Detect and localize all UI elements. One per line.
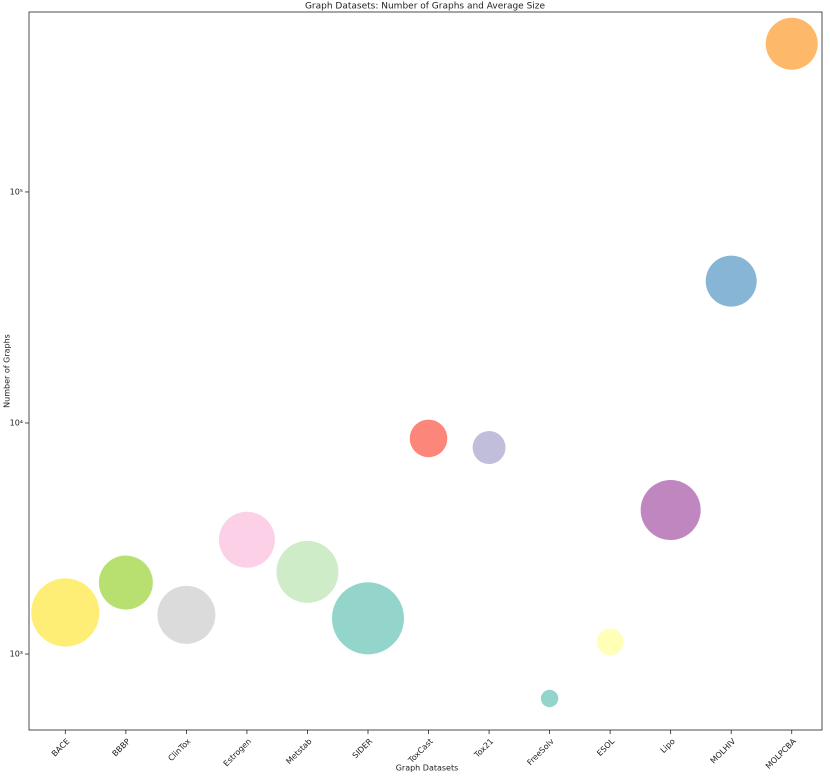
bubble xyxy=(218,511,275,568)
x-tick-label: Lipo xyxy=(659,737,677,755)
bubble xyxy=(705,255,757,307)
bubble xyxy=(409,419,448,458)
x-tick-label: SIDER xyxy=(351,737,375,761)
x-tick-label: Estrogen xyxy=(222,737,253,768)
bubble xyxy=(276,540,339,603)
bubble xyxy=(31,578,100,647)
x-axis-label: Graph Datasets xyxy=(396,764,459,773)
y-tick-label: 10³ xyxy=(10,650,23,659)
bubble xyxy=(472,431,506,465)
y-tick-label: 10⁵ xyxy=(10,187,23,196)
bubble xyxy=(765,17,818,70)
y-tick-label: 10⁴ xyxy=(10,418,23,427)
x-tick-label: MOLPCBA xyxy=(764,736,798,770)
bubble xyxy=(157,585,216,644)
x-tick-label: FreeSolv xyxy=(525,737,556,768)
bubble xyxy=(596,628,624,656)
bubble xyxy=(540,689,559,708)
plot-frame xyxy=(28,11,823,731)
x-tick-label: ESOL xyxy=(595,736,617,758)
chart-title: Graph Datasets: Number of Graphs and Ave… xyxy=(305,2,546,12)
x-tick-label: MOLHIV xyxy=(709,736,738,765)
bubble xyxy=(331,582,404,655)
y-axis-label: Number of Graphs xyxy=(3,334,12,408)
x-tick-label: Metstab xyxy=(284,737,313,766)
x-tick-label: BBBP xyxy=(111,737,133,759)
x-tick-label: BACE xyxy=(50,737,72,759)
x-tick-label: Tox21 xyxy=(472,737,495,760)
bubble xyxy=(98,555,153,610)
x-tick-label: ClinTox xyxy=(166,737,192,763)
bubble xyxy=(640,480,701,541)
x-tick-label: ToxCast xyxy=(406,737,435,766)
